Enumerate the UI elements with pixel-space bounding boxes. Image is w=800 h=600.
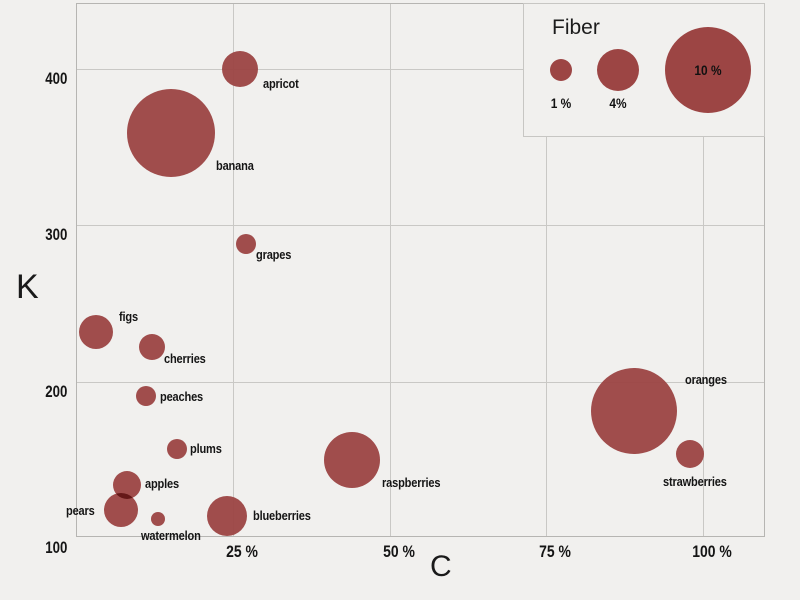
x-tick-75: 75 % (539, 542, 572, 561)
legend-label-10pct: 10 % (694, 62, 722, 78)
gridlines (77, 4, 764, 536)
legend-label-1pct: 1 % (550, 95, 572, 111)
bubble-cherries[interactable] (139, 334, 166, 361)
point-label-plums: plums (190, 440, 222, 456)
bubble-oranges[interactable] (591, 368, 677, 455)
gridline-x-75 (546, 4, 548, 536)
point-label-grapes: grapes (256, 247, 292, 263)
y-tick-400: 400 (44, 69, 67, 88)
point-label-blueberries: blueberries (253, 508, 311, 524)
y-tick-200: 200 (44, 381, 67, 401)
bubble-banana[interactable] (126, 89, 215, 178)
point-label-figs: figs (118, 308, 138, 324)
legend-bubble-1pct (550, 59, 572, 81)
gridline-y-400 (77, 69, 764, 70)
bubble-blueberries[interactable] (207, 496, 248, 537)
x-axis-title: C (430, 550, 452, 583)
y-tick-300: 300 (44, 225, 67, 245)
gridline-x-25 (233, 4, 235, 536)
legend-bubble-4pct (597, 49, 639, 91)
point-label-apples: apples (145, 475, 180, 491)
point-label-cherries: cherries (164, 351, 206, 367)
x-tick-50: 50 % (383, 542, 415, 561)
bubble-figs[interactable] (78, 314, 113, 349)
gridline-x-50 (389, 4, 391, 536)
x-tick-100: 100 % (692, 542, 732, 561)
bubble-raspberries[interactable] (324, 431, 381, 488)
point-label-raspberries: raspberries (382, 474, 441, 490)
bubble-watermelon[interactable] (151, 512, 166, 527)
point-label-oranges: oranges (685, 372, 727, 388)
point-labels: apricot banana grapes figs cherries peaches pl… (66, 4, 764, 542)
y-axis-title: K (16, 268, 39, 306)
legend: Fiber 1 % 4% 10 % (523, 3, 765, 137)
bubble-plums[interactable] (167, 438, 188, 459)
point-label-watermelon: watermelon (141, 528, 202, 544)
bubbles (77, 4, 764, 537)
bubble-apricot[interactable] (221, 51, 258, 87)
bubble-strawberries[interactable] (676, 439, 705, 468)
x-tick-25: 25 % (226, 542, 259, 561)
legend-bubble-10pct (665, 27, 751, 113)
bubble-grapes[interactable] (236, 234, 256, 255)
bubble-peaches[interactable] (135, 385, 156, 406)
gridline-y-300 (77, 225, 764, 227)
point-label-strawberries: strawberries (663, 473, 727, 489)
plot-area: apricot banana grapes figs cherries peaches pl… (66, 3, 765, 542)
point-label-pears: pears (65, 502, 95, 518)
legend-title: Fiber (552, 16, 600, 39)
legend-label-4pct: 4% (609, 95, 627, 111)
point-label-banana: banana (215, 158, 254, 174)
gridline-x-100 (702, 4, 704, 536)
bubble-pears[interactable] (103, 492, 138, 527)
y-tick-100: 100 (44, 538, 67, 557)
gridline-y-200 (77, 381, 764, 383)
point-label-peaches: peaches (159, 388, 203, 404)
point-label-apricot: apricot (262, 76, 299, 91)
